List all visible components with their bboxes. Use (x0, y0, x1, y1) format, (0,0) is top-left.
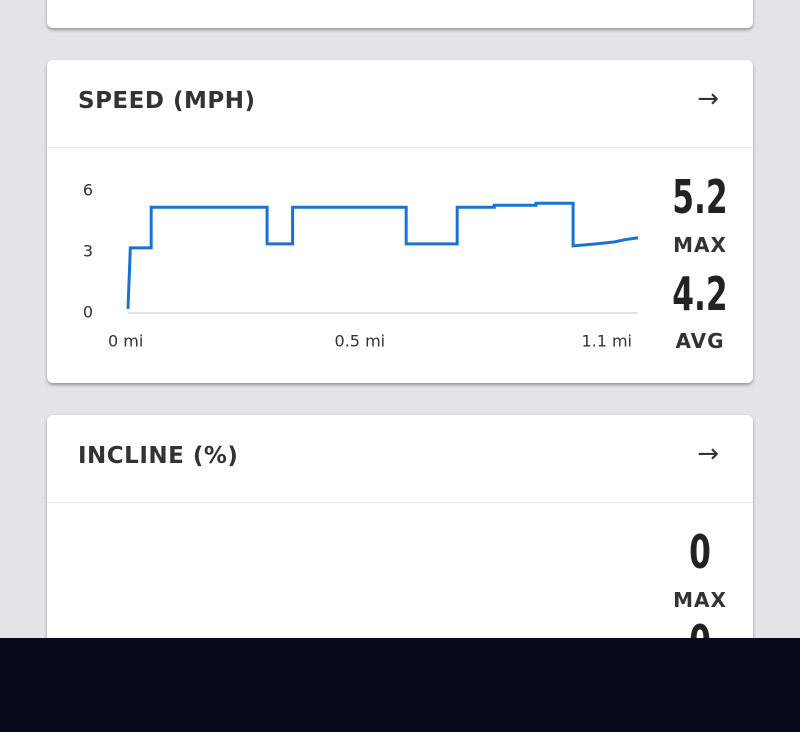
card-header: SPEED (MPH) → (47, 60, 753, 148)
x-tick-label: 0.5 mi (335, 332, 386, 351)
x-tick-label: 0 mi (108, 332, 143, 351)
open-arrow[interactable]: → (697, 84, 719, 114)
y-tick-label: 6 (83, 181, 93, 200)
stat-value: 0 (689, 525, 711, 579)
y-tick-label: 3 (83, 242, 93, 261)
stat-label: MAX (673, 588, 727, 612)
x-tick-label: 1.1 mi (581, 332, 632, 351)
speed-chart: 0 3 6 0 mi 0.5 mi 1.1 mi (83, 181, 639, 351)
y-tick-label: 0 (83, 303, 93, 322)
speed-card: SPEED (MPH) → 0 3 6 0 mi 0.5 mi 1.1 mi 5.2 MA… (47, 60, 753, 383)
bottom-bar (0, 638, 800, 732)
previous-card (47, 0, 753, 28)
stat-value: 4.2 (672, 267, 728, 321)
card-title: INCLINE (%) (78, 443, 239, 469)
stat-value: 5.2 (672, 170, 728, 224)
card-header: INCLINE (%) → (47, 415, 753, 503)
stat-label: MAX (673, 233, 727, 257)
card-title: SPEED (MPH) (78, 88, 256, 114)
stat-label: AVG (675, 329, 725, 353)
speed-line (126, 201, 639, 309)
incline-card: INCLINE (%) → 0 MAX 0 (47, 415, 753, 675)
open-arrow[interactable]: → (697, 439, 719, 469)
